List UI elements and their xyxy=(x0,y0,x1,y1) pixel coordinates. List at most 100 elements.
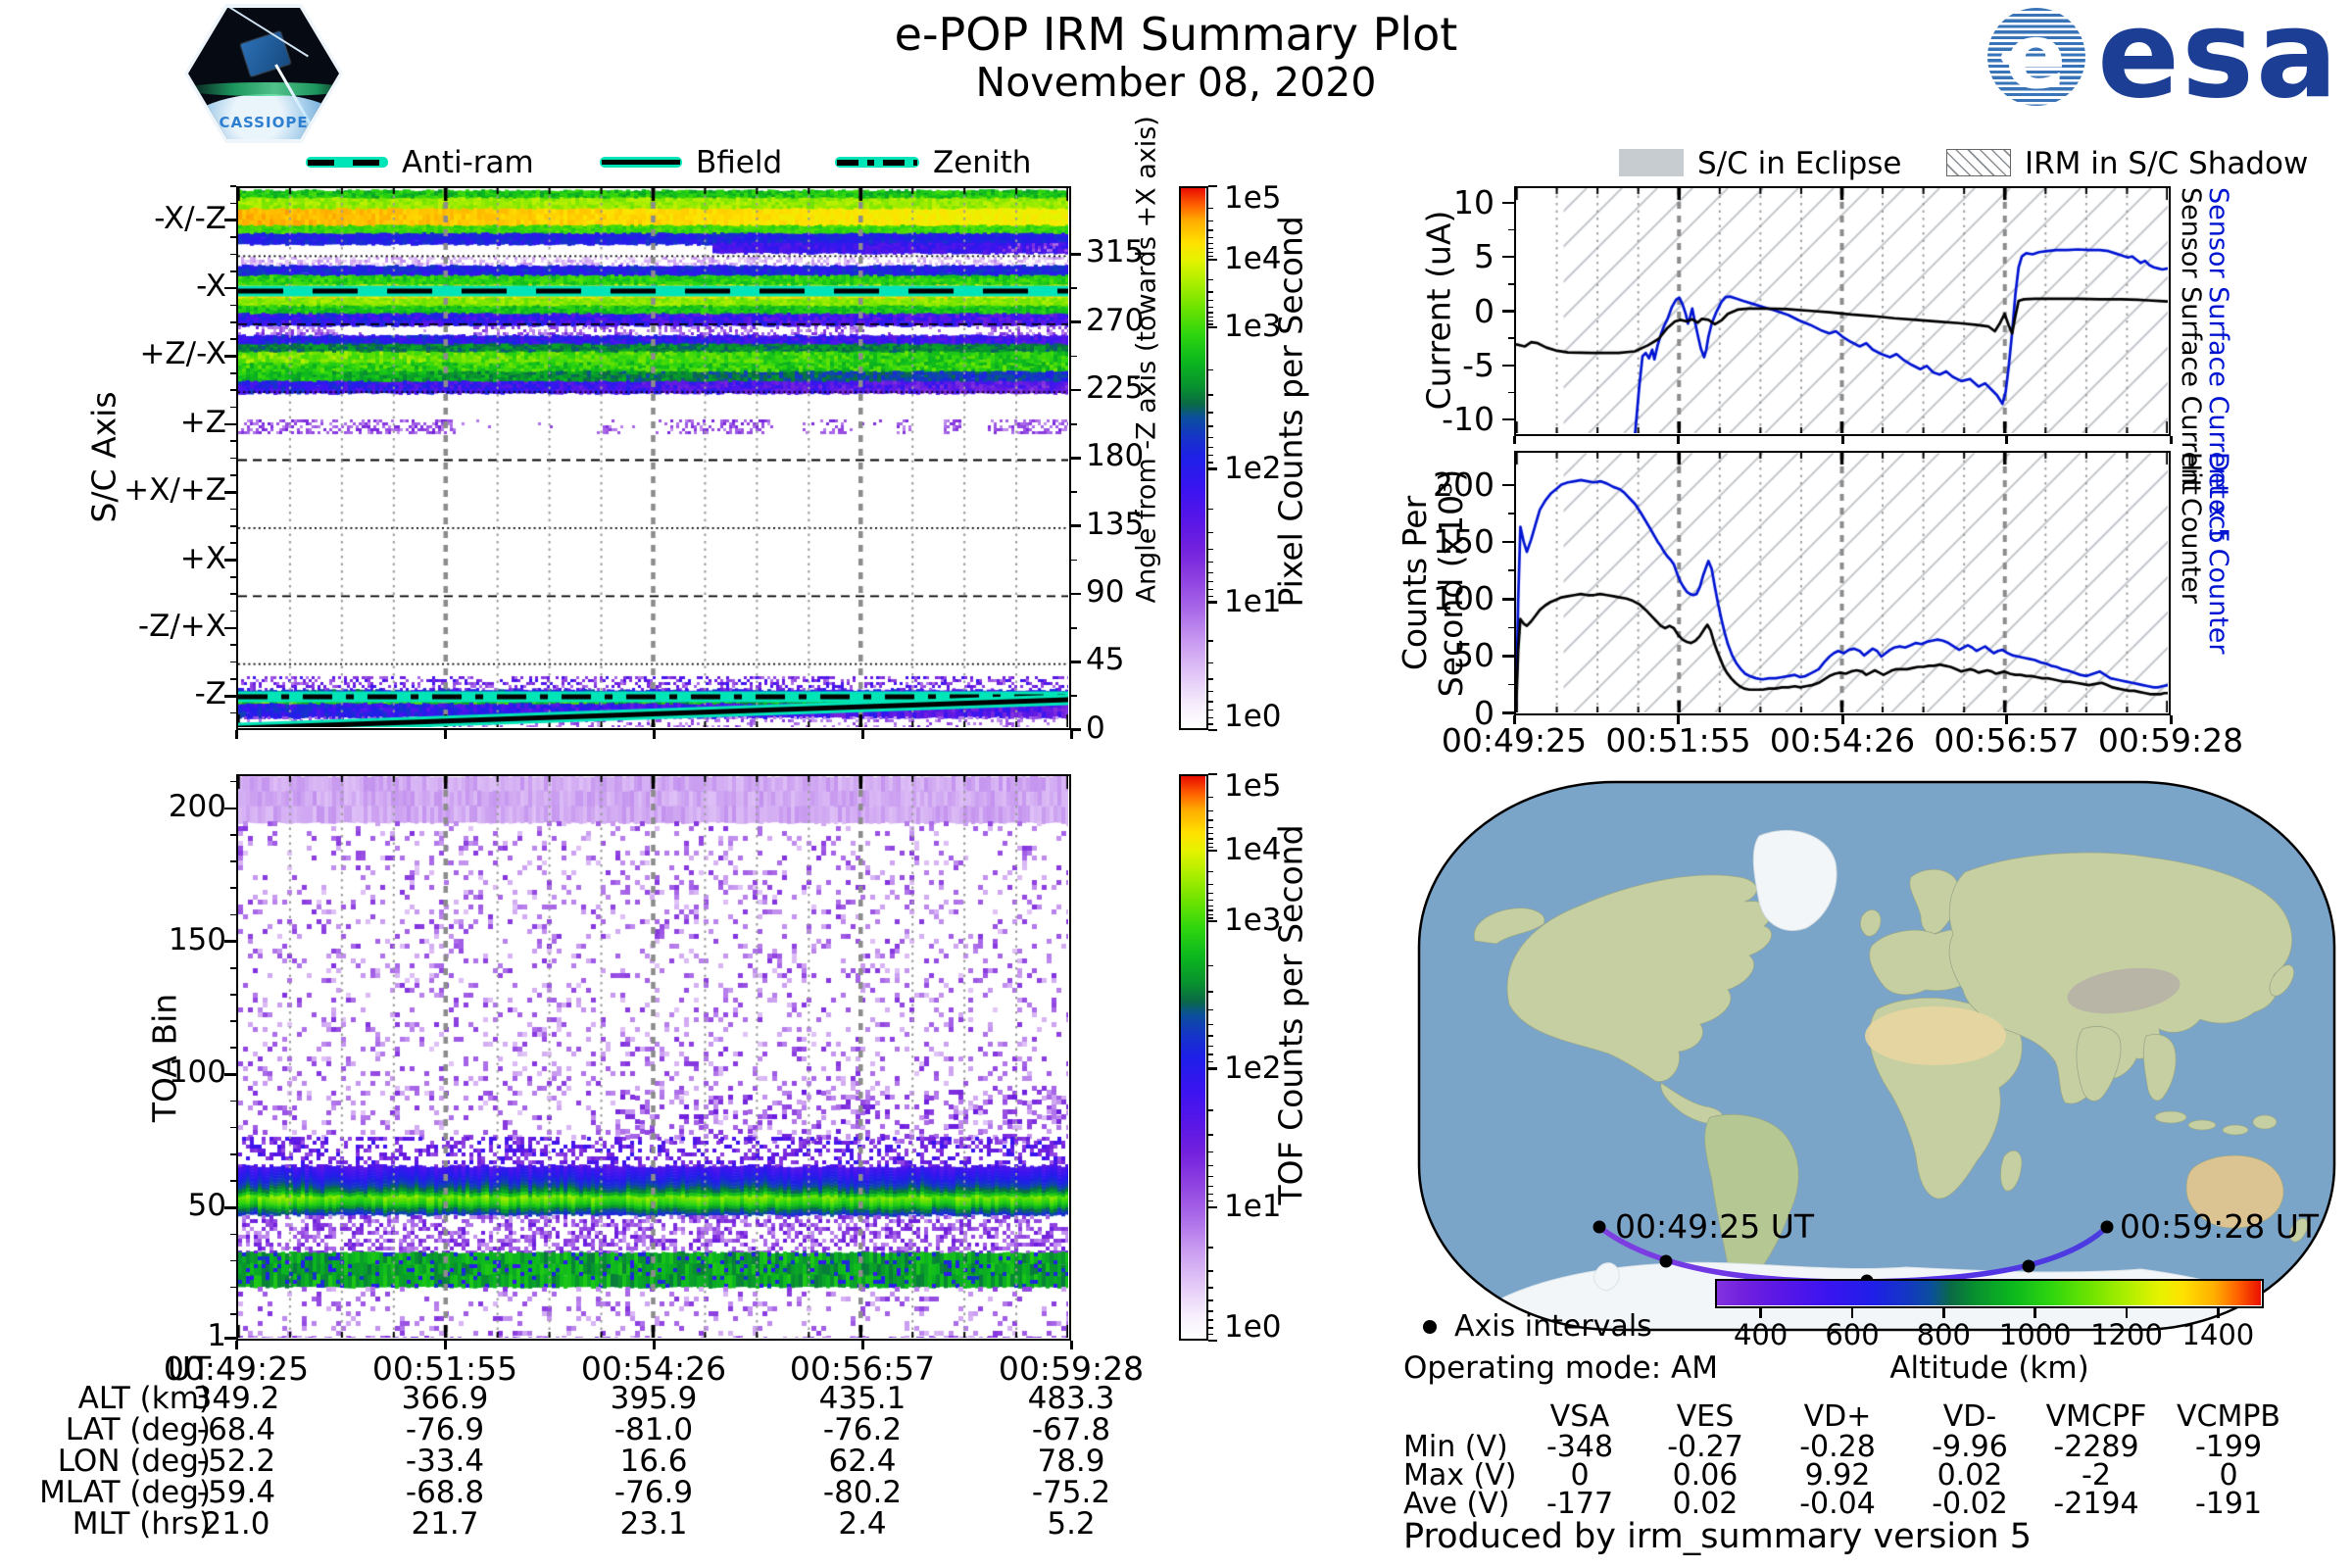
map-new-zealand xyxy=(2289,1217,2309,1243)
time-ticklabel-right-2: 00:54:26 xyxy=(1769,721,1916,760)
cbar2-minortick xyxy=(1208,1319,1213,1321)
angle-tick-6 xyxy=(1071,661,1081,663)
cbar2-minortick xyxy=(1208,826,1213,829)
cbar2-minortick xyxy=(1208,1310,1213,1312)
ephemeris-rowlabel-0: ALT (km) xyxy=(77,1381,211,1416)
cnt-bottom-tick-2 xyxy=(1840,715,1844,724)
toa-minortick xyxy=(230,994,236,996)
current-right-label-black: Sensor Surface Current xyxy=(2176,187,2206,495)
cbar1-ticklabel-3: 1e2 xyxy=(1224,450,1282,486)
sector-minortick xyxy=(230,678,236,680)
angle-ticklabel-6: 45 xyxy=(1086,642,1125,678)
cbar2-ticklabel-3: 1e2 xyxy=(1224,1050,1282,1086)
angle-minortick xyxy=(1071,355,1077,358)
sector-minortick xyxy=(230,389,236,391)
time-ticklabel-right-0: 00:49:25 xyxy=(1441,721,1588,760)
volt-value-0-4: -2289 xyxy=(2053,1430,2139,1464)
volt-value-2-1: 0.02 xyxy=(1672,1487,1739,1521)
toa-ticklabel-4: 1 xyxy=(207,1318,226,1354)
volt-value-0-5: -199 xyxy=(2194,1430,2263,1464)
ephemeris-rowlabel-2: LON (deg) xyxy=(57,1444,211,1479)
cbar2-minortick xyxy=(1208,1060,1213,1063)
cbar1-minortick xyxy=(1208,508,1213,511)
ephemeris-value-3-3: -80.2 xyxy=(822,1475,903,1510)
zenith-line-swatch xyxy=(835,157,919,168)
p2-bottom-tick-4 xyxy=(1069,1341,1073,1349)
current-plot xyxy=(1514,186,2171,436)
cbar2-minortick xyxy=(1208,991,1213,993)
volt-value-0-3: -9.96 xyxy=(1932,1430,2008,1464)
cbar1-ticklabel-4: 1e1 xyxy=(1224,583,1282,619)
cur-bottom-tick-1 xyxy=(1677,436,1680,444)
angle-tick-7 xyxy=(1071,728,1081,732)
cbar1-minortick xyxy=(1208,412,1213,414)
toa-minortick xyxy=(230,1286,236,1289)
eclipse-swatch xyxy=(1619,149,1684,176)
angle-ticklabel-4: 135 xyxy=(1086,506,1145,542)
angle-ticklabel-7: 0 xyxy=(1086,710,1105,746)
shadow-legend-label: IRM in S/C Shadow xyxy=(2025,146,2309,181)
cbar1-minortick xyxy=(1208,291,1213,293)
badge-aurora xyxy=(188,82,339,96)
toa-minortick xyxy=(230,1047,236,1049)
volt-value-0-1: -0.27 xyxy=(1667,1430,1743,1464)
angle-ticklabel-3: 180 xyxy=(1086,438,1145,474)
cbar2-minortick xyxy=(1208,1327,1213,1329)
cbar1-tick-4 xyxy=(1208,601,1217,604)
cbar2-ticklabel-5: 1e0 xyxy=(1224,1309,1282,1345)
cbar2-minortick xyxy=(1208,892,1213,895)
map-uk xyxy=(1860,909,1882,937)
cbar1-minortick xyxy=(1208,425,1213,427)
cbar2-minortick xyxy=(1208,1009,1213,1011)
cbar1-minortick xyxy=(1208,279,1213,281)
cbar1-minortick xyxy=(1208,316,1213,318)
cbar2-minortick xyxy=(1208,1270,1213,1272)
map-se-asia xyxy=(2142,1034,2177,1102)
cbar2-tick-0 xyxy=(1208,772,1217,776)
cnt-ytick-3 xyxy=(1502,655,1514,658)
volt-value-2-2: -0.04 xyxy=(1799,1487,1876,1521)
ephemeris-value-2-3: 62.4 xyxy=(828,1444,897,1479)
cbar2-ticklabel-4: 1e1 xyxy=(1224,1189,1282,1225)
ephemeris-rowlabel-1: LAT (deg) xyxy=(65,1412,211,1447)
toa-minortick xyxy=(230,1233,236,1236)
cbar2-minortick xyxy=(1208,809,1213,811)
map-australia xyxy=(2185,1154,2284,1229)
angle-minortick xyxy=(1071,626,1077,629)
volt-rowlabel-0: Min (V) xyxy=(1403,1430,1508,1464)
ephemeris-value-2-2: 16.6 xyxy=(619,1444,688,1479)
cnt-bottom-tick-0 xyxy=(1512,715,1516,724)
map-himalaya xyxy=(2067,967,2180,1014)
sector-tick-4 xyxy=(224,490,236,494)
cbar1-minortick xyxy=(1208,242,1213,244)
cbar1-minortick xyxy=(1208,571,1213,574)
map-north-america xyxy=(1506,874,1773,1082)
ephemeris-value-4-4: 5.2 xyxy=(1047,1506,1096,1542)
toa-ticklabel-0: 200 xyxy=(168,788,226,824)
toa-minortick xyxy=(230,887,236,890)
cbar1-tick-2 xyxy=(1208,326,1217,329)
ephemeris-value-0-4: 483.3 xyxy=(1027,1381,1115,1416)
sector-minortick xyxy=(230,270,236,272)
volt-col-5: VCMPB xyxy=(2176,1399,2281,1434)
cur-yminortick xyxy=(1508,228,1514,231)
map-indonesia-3 xyxy=(2222,1124,2249,1136)
cnt-yminortick xyxy=(1508,569,1514,571)
cbar1-minortick xyxy=(1208,454,1213,457)
toa-minortick xyxy=(230,1100,236,1102)
cbar1-minortick xyxy=(1208,701,1213,703)
volt-value-2-5: -191 xyxy=(2194,1487,2263,1521)
cur-bottom-tick-4 xyxy=(2169,436,2173,444)
toa-tick-0 xyxy=(224,807,236,810)
volt-value-1-0: 0 xyxy=(1570,1458,1590,1493)
antiram-line-swatch xyxy=(306,157,388,168)
ephemeris-value-4-3: 2.4 xyxy=(838,1506,887,1542)
toa-minortick xyxy=(230,1313,236,1315)
volt-value-2-3: -0.02 xyxy=(1932,1487,2008,1521)
cbar2-minortick xyxy=(1208,846,1213,849)
toa-ticklabel-1: 150 xyxy=(168,921,226,957)
sector-tick-2 xyxy=(224,355,236,358)
cur-ytick-3 xyxy=(1502,364,1514,368)
sector-minortick xyxy=(230,406,236,409)
alt-tick-3 xyxy=(2034,1308,2036,1318)
